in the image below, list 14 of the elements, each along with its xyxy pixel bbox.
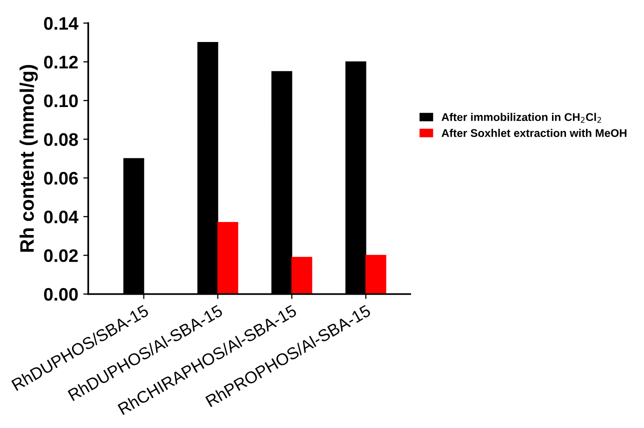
y-tick-label: 0.08 [44,133,78,146]
y-tick-label: 0.00 [44,288,78,301]
y-axis-title: Rh content (mmol/g) [20,65,38,252]
y-tick-label: 0.06 [44,172,78,185]
y-tick-label: 0.04 [44,210,78,224]
y-tick-label: 0.02 [44,249,78,262]
legend-label: After immobilization in CH$_{2}$Cl$_{2}$ [442,112,601,123]
bar [291,256,312,294]
bar [217,222,238,294]
y-tick-label: 0.10 [44,94,78,108]
legend-label: After Soxhlet extraction with MeOH [442,128,626,137]
bar [365,254,386,294]
y-tick-label: 0.12 [44,56,78,69]
y-tick-label: 0.14 [44,17,78,30]
